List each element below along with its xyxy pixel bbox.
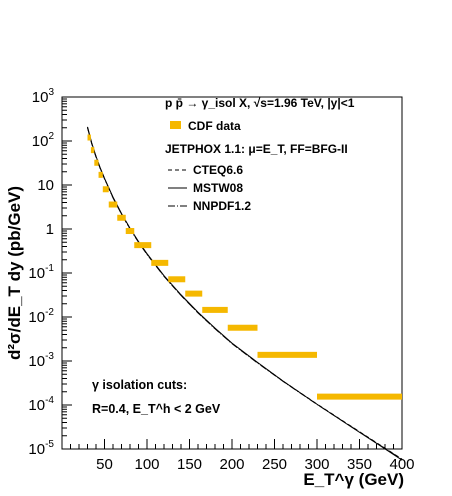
cdf-data-point xyxy=(168,276,186,283)
cdf-data-point xyxy=(257,351,317,358)
legend-cdf-label: CDF data xyxy=(188,119,241,133)
x-tick-label: 200 xyxy=(219,456,244,473)
cdf-data-point xyxy=(134,242,152,249)
legend-cteq-label: CTEQ6.6 xyxy=(193,163,243,177)
cdf-data-point xyxy=(227,324,258,331)
cdf-data-point xyxy=(185,290,203,297)
cdf-data-point xyxy=(151,259,169,266)
cdf-data-point xyxy=(202,306,228,313)
y-axis-ticks xyxy=(62,96,72,450)
y-tick-label: 10-2 xyxy=(28,307,54,326)
legend-cdf-marker xyxy=(170,121,181,129)
x-tick-label: 50 xyxy=(96,456,113,473)
x-tick-label: 150 xyxy=(177,456,202,473)
x-tick-label: 400 xyxy=(389,456,414,473)
annotation-line-2: R=0.4, E_T^h < 2 GeV xyxy=(92,402,221,416)
legend-theory-text: JETPHOX 1.1: μ=E_T, FF=BFG-II xyxy=(165,142,348,156)
y-tick-label: 10-4 xyxy=(28,395,54,414)
y-tick-label: 10-1 xyxy=(28,263,54,282)
isolation-annotation: γ isolation cuts: R=0.4, E_T^h < 2 GeV xyxy=(92,378,221,416)
cdf-data-points xyxy=(87,134,402,400)
y-tick-label: 10-3 xyxy=(28,351,54,370)
cdf-data-point xyxy=(108,201,118,208)
x-axis-tick-labels: 50 100 150 200 250 300 350 400 xyxy=(96,456,414,473)
y-tick-label: 1 xyxy=(46,221,54,238)
cdf-data-point xyxy=(125,228,135,235)
annotation-line-1: γ isolation cuts: xyxy=(92,378,187,392)
y-tick-label: 10 xyxy=(37,177,54,194)
y-axis-title: d²σ/dE_T dy (pb/GeV) xyxy=(5,186,24,360)
y-tick-label: 102 xyxy=(32,131,55,150)
legend-mstw-label: MSTW08 xyxy=(193,181,243,195)
x-tick-label: 350 xyxy=(347,456,372,473)
x-axis-title: E_T^γ (GeV) xyxy=(303,470,404,489)
x-tick-label: 300 xyxy=(304,456,329,473)
cdf-data-point xyxy=(94,159,99,166)
legend-process-text: p p̄ → γ_isol X, √s=1.96 TeV, |y|<1 xyxy=(165,96,355,110)
y-tick-label: 10-5 xyxy=(28,439,54,458)
x-tick-label: 250 xyxy=(262,456,287,473)
cdf-data-point xyxy=(317,393,402,400)
cdf-data-point xyxy=(98,171,103,178)
legend-nnpdf-label: NNPDF1.2 xyxy=(193,199,251,213)
curve-nnpdf1-2 xyxy=(87,127,403,460)
y-axis-tick-labels: 10-5 10-4 10-3 10-2 10-1 1 10 102 103 xyxy=(28,87,54,458)
legend: p p̄ → γ_isol X, √s=1.96 TeV, |y|<1 CDF … xyxy=(165,96,355,213)
cdf-data-point xyxy=(117,214,126,221)
x-axis-ticks xyxy=(70,439,403,449)
cdf-data-point xyxy=(90,147,95,154)
cdf-data-point xyxy=(102,186,109,193)
theory-curves xyxy=(87,126,403,461)
x-tick-label: 100 xyxy=(134,456,159,473)
y-tick-label: 103 xyxy=(32,87,55,106)
cdf-data-point xyxy=(87,134,91,141)
